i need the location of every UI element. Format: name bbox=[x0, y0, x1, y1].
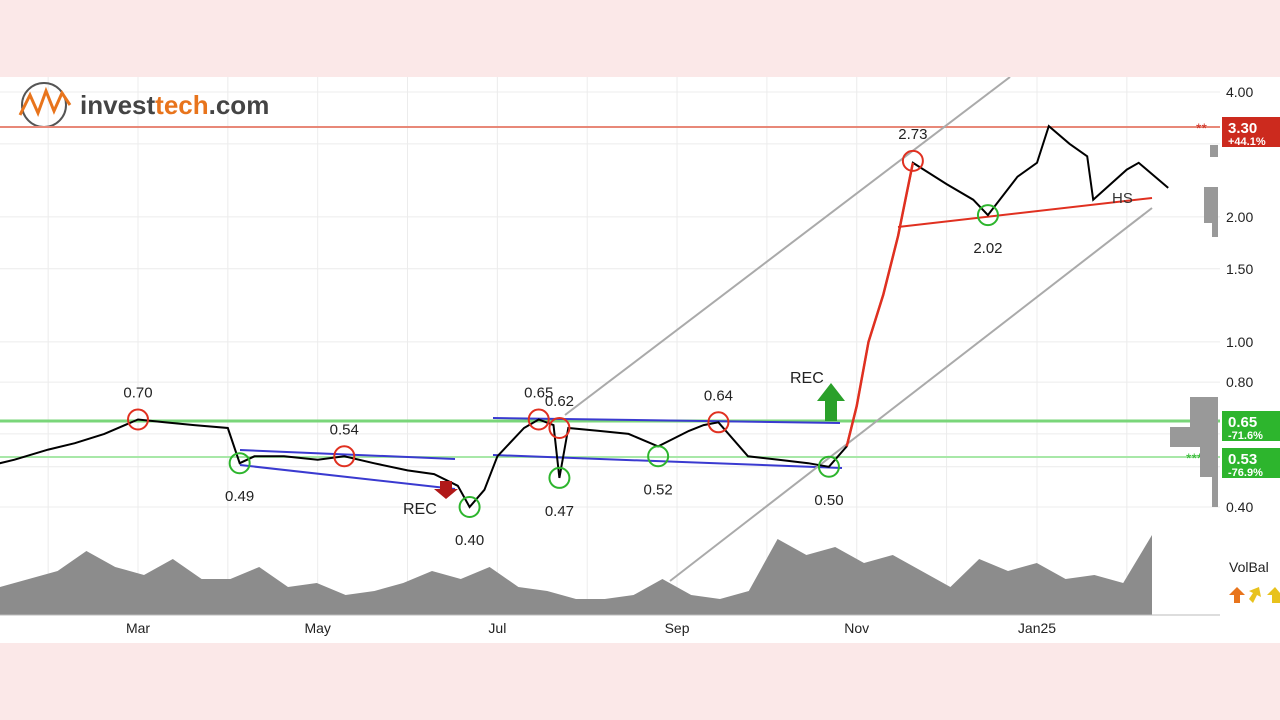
x-axis: Mar May Jul Sep Nov Jan25 bbox=[126, 620, 1056, 636]
price-value-0-65: 0.65 bbox=[1228, 414, 1257, 431]
y-tick-label-0: 4.00 bbox=[1226, 84, 1253, 100]
y-tick-label-3: 1.00 bbox=[1226, 334, 1253, 350]
volume-profile bbox=[1170, 145, 1218, 507]
price-label-0-53: 0.53 -76.9% bbox=[1222, 448, 1280, 479]
bottom-marker-4 bbox=[647, 445, 670, 468]
y-tick-label-4: 0.80 bbox=[1226, 374, 1253, 390]
marker-stars-0-53: *** bbox=[1186, 450, 1203, 466]
trend-channel-down-1 bbox=[239, 449, 456, 490]
bottom-marker-3 bbox=[548, 466, 571, 489]
bottom-label-2: 0.40 bbox=[455, 532, 484, 549]
top-label-5: 2.73 bbox=[898, 126, 927, 143]
rec-label-buy: REC bbox=[790, 370, 824, 387]
series-layer bbox=[0, 124, 1169, 509]
top-marker-4 bbox=[707, 411, 730, 434]
top-marker-1 bbox=[333, 445, 356, 468]
price-series-0 bbox=[0, 124, 1169, 509]
marker-stars-3-30: ** bbox=[1196, 120, 1207, 136]
bottom-label-1: 0.49 bbox=[225, 488, 254, 505]
bottom-marker-6 bbox=[976, 204, 999, 227]
x-tick-label-1: May bbox=[304, 620, 330, 636]
hs-label: HS bbox=[1112, 190, 1133, 207]
top-marker-2 bbox=[527, 408, 550, 431]
bottom-marker-2 bbox=[458, 496, 481, 518]
y-tick-label-1: 2.00 bbox=[1226, 209, 1253, 225]
price-chart: investtech.com 0.700.540.650.620.642.733… bbox=[0, 76, 1280, 636]
price-change-0-65: -71.6% bbox=[1228, 430, 1263, 442]
x-tick-label-2: Jul bbox=[488, 620, 506, 636]
neckline-hs bbox=[897, 197, 1153, 228]
x-tick-label-4: Nov bbox=[844, 620, 869, 636]
y-axis: 4.00 2.00 1.50 1.00 0.80 0.40 bbox=[1226, 84, 1253, 515]
bottom-label-5: 0.50 bbox=[814, 492, 843, 509]
top-marker-3 bbox=[548, 417, 571, 440]
price-change-0-53: -76.9% bbox=[1228, 467, 1263, 479]
chart-container: investtech.com 0.700.540.650.620.642.733… bbox=[0, 76, 1280, 643]
volume-balance-area bbox=[0, 535, 1152, 615]
svg-text:investtech.com: investtech.com bbox=[80, 90, 269, 120]
x-tick-label-0: Mar bbox=[126, 620, 150, 636]
top-label-3: 0.62 bbox=[545, 393, 574, 410]
y-tick-label-5: 0.40 bbox=[1226, 499, 1253, 515]
logo-text-tech: tech bbox=[155, 90, 208, 120]
volbal-label: VolBal bbox=[1229, 559, 1269, 575]
x-tick-label-5: Jan25 bbox=[1018, 620, 1056, 636]
price-value-0-53: 0.53 bbox=[1228, 451, 1257, 468]
bottom-label-3: 0.47 bbox=[545, 503, 574, 520]
logo-text-com: .com bbox=[209, 90, 270, 120]
logo-text-invest: invest bbox=[80, 90, 155, 120]
x-tick-label-3: Sep bbox=[665, 620, 690, 636]
y-tick-label-2: 1.50 bbox=[1226, 261, 1253, 277]
price-change-3-30: +44.1% bbox=[1228, 136, 1266, 148]
volbal-trend-arrows bbox=[1229, 587, 1280, 603]
bottom-label-4: 0.52 bbox=[644, 481, 673, 498]
bottom-label-6: 2.02 bbox=[973, 240, 1002, 257]
bottom-marker-1 bbox=[228, 452, 251, 475]
annotations: 0.700.540.650.620.642.733.31.500.490.400… bbox=[123, 126, 1002, 549]
price-label-3-30: 3.30 +44.1% bbox=[1222, 117, 1280, 148]
price-label-0-65: 0.65 -71.6% bbox=[1222, 411, 1280, 442]
rec-label-sell: REC bbox=[403, 501, 437, 518]
price-series-1 bbox=[845, 162, 915, 447]
grid bbox=[0, 77, 1220, 615]
top-marker-5 bbox=[901, 149, 924, 172]
top-label-2: 0.65 bbox=[524, 384, 553, 401]
bottom-marker-5 bbox=[817, 455, 840, 478]
top-label-1: 0.54 bbox=[330, 421, 359, 438]
top-label-0: 0.70 bbox=[123, 384, 152, 401]
price-value-3-30: 3.30 bbox=[1228, 120, 1257, 137]
trend-channel-up bbox=[564, 76, 1153, 582]
logo-icon bbox=[18, 82, 72, 128]
investtech-logo: investtech.com bbox=[18, 82, 269, 128]
top-label-4: 0.64 bbox=[704, 387, 733, 404]
top-marker-0 bbox=[127, 408, 149, 431]
buy-signal-arrow bbox=[817, 383, 845, 421]
sell-signal-arrow bbox=[434, 481, 458, 499]
